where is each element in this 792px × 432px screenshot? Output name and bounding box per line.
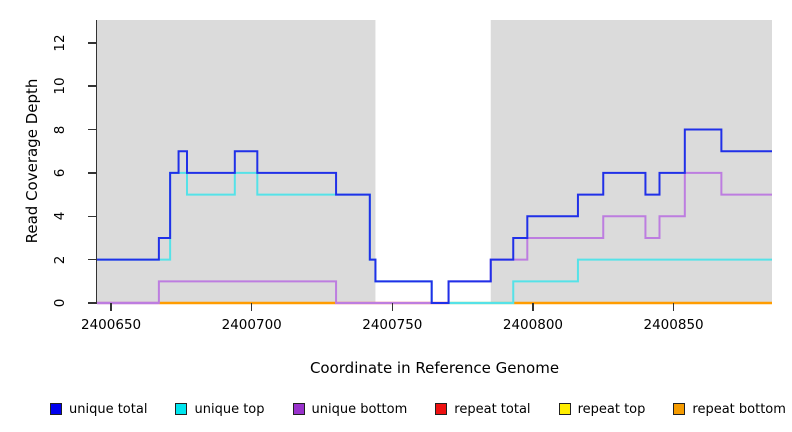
legend-item-label: repeat top (577, 401, 646, 417)
alignment-gap-region (375, 20, 491, 303)
y-tick-label: 0 (52, 298, 68, 308)
x-axis-title: Coordinate in Reference Genome (309, 359, 560, 377)
y-axis-title: Read Coverage Depth (23, 78, 41, 244)
x-tick-label: 2400650 (81, 317, 142, 333)
y-tick (88, 258, 96, 261)
legend-item-unique-bottom: unique bottom (292, 401, 408, 417)
y-tick (88, 42, 96, 44)
legend-item-unique-top: unique top (175, 401, 265, 417)
x-tick-label: 2400800 (502, 317, 563, 333)
y-tick (88, 215, 96, 217)
y-tick-label: 8 (52, 125, 68, 134)
repeat-total-swatch (435, 403, 448, 415)
x-tick-label: 2400750 (362, 317, 423, 333)
legend-item-repeat-total: repeat total (435, 401, 531, 417)
legend: unique total unique top unique bottom repea… (50, 397, 786, 421)
y-tick-label: 2 (52, 255, 68, 264)
y-tick-label: 6 (52, 168, 68, 178)
x-tick (672, 303, 675, 311)
y-tick-label: 10 (52, 77, 68, 95)
y-tick (88, 172, 96, 174)
series-line-unique-total (97, 128, 772, 304)
x-tick (532, 303, 534, 311)
legend-item-label: repeat bottom (692, 401, 786, 417)
legend-item-label: unique top (194, 401, 265, 417)
x-tick (250, 303, 253, 311)
x-tick-label: 2400700 (221, 317, 282, 333)
y-tick (88, 128, 96, 131)
y-tick-label: 4 (52, 211, 68, 221)
legend-item-unique-total: unique total (50, 402, 147, 417)
legend-item-repeat-bottom: repeat bottom (673, 402, 786, 417)
legend-item-label: repeat total (454, 401, 531, 417)
repeat-bottom-swatch (673, 403, 686, 415)
y-axis-line (95, 20, 97, 304)
y-tick (88, 85, 96, 87)
plot-area (97, 20, 772, 305)
y-tick-label: 12 (52, 34, 68, 52)
y-tick (88, 302, 96, 304)
unique-top-swatch (175, 403, 188, 415)
unique-total-swatch (50, 403, 62, 415)
x-tick-label: 2400850 (643, 317, 704, 333)
repeat-top-swatch (558, 403, 571, 415)
x-tick (110, 303, 112, 311)
x-tick (391, 303, 394, 311)
legend-item-label: unique bottom (311, 401, 408, 417)
legend-item-label: unique total (69, 401, 148, 417)
series-line-unique-bottom (97, 171, 772, 304)
legend-item-repeat-top: repeat top (558, 401, 646, 417)
unique-bottom-swatch (292, 403, 305, 415)
